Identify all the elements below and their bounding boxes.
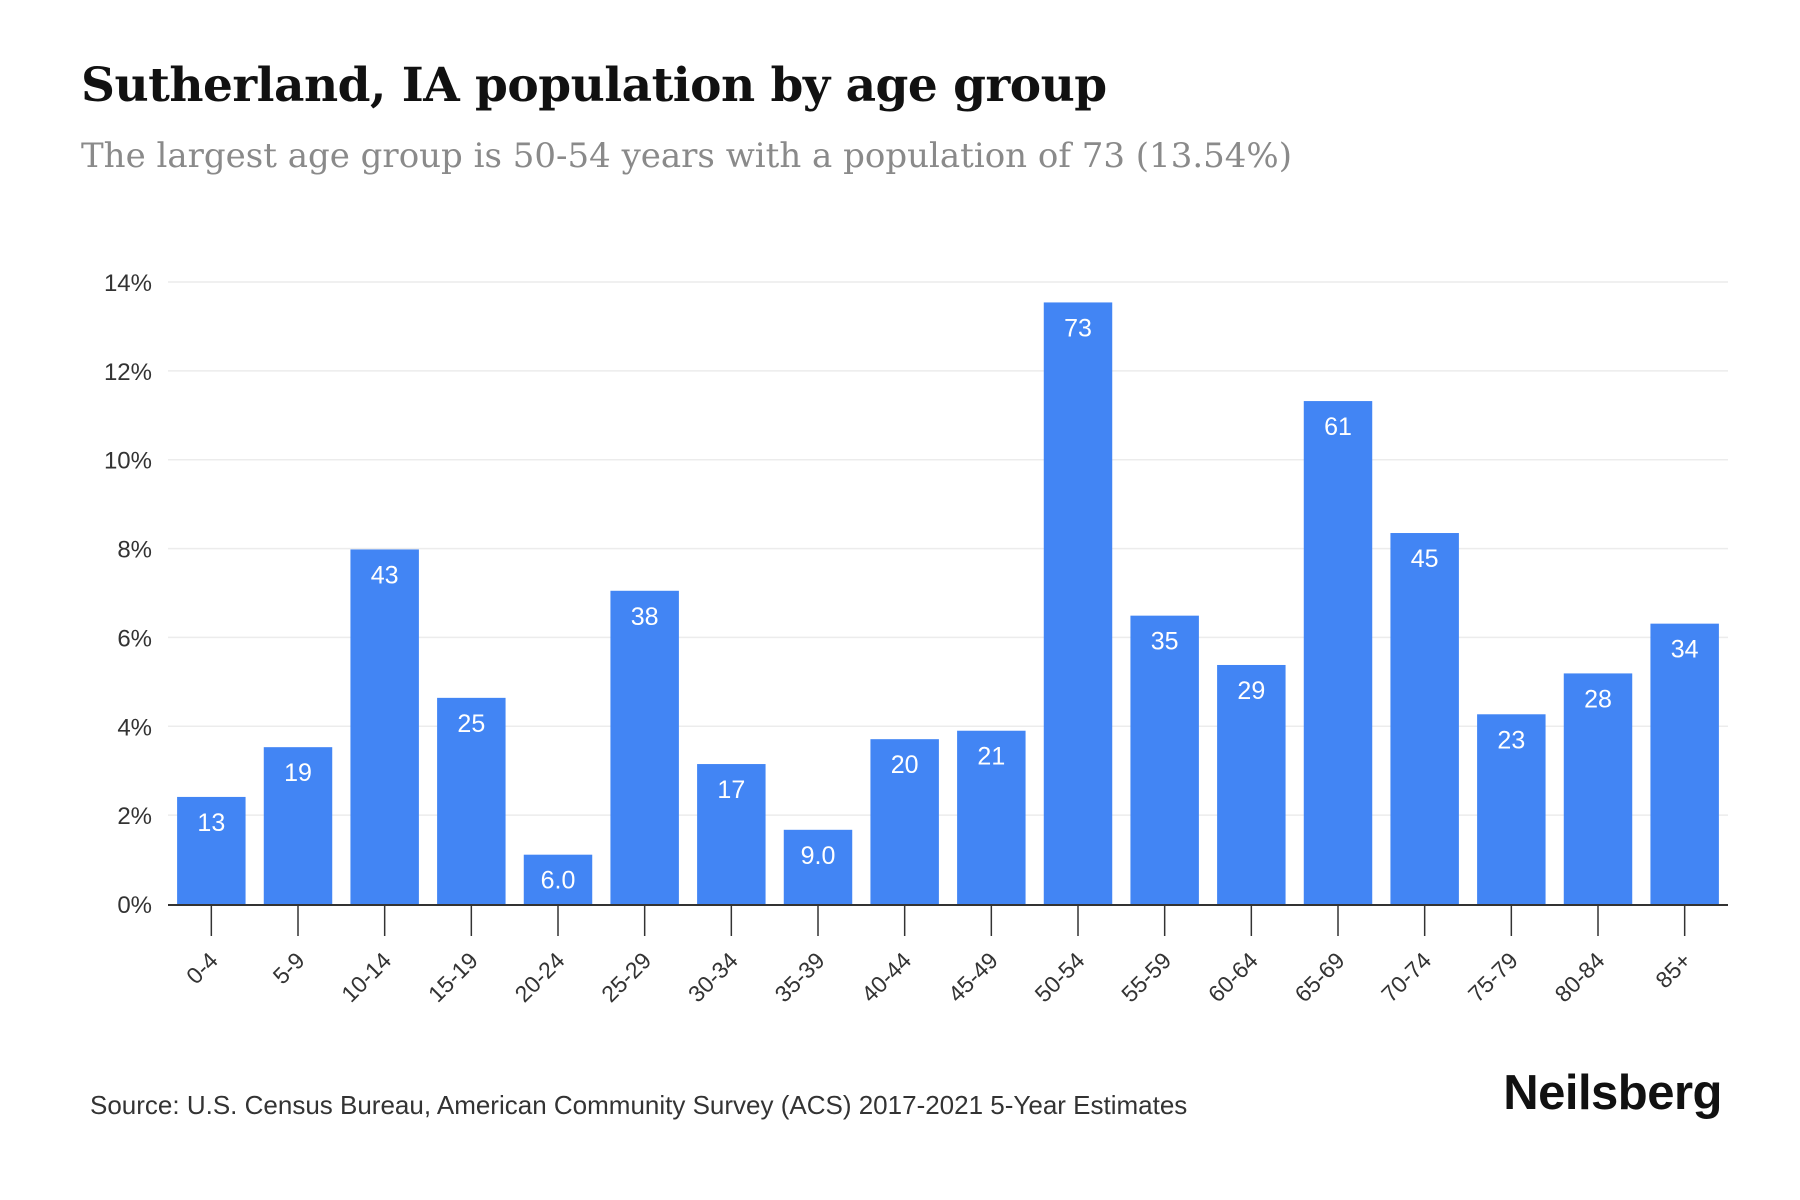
x-tick-label: 75-79 (1463, 947, 1523, 1007)
x-axis: 0-4 5-9 10-14 15-19 20-24 25-29 30-34 35-39 40-4… (168, 904, 1728, 1007)
x-tick-label: 0-4 (181, 947, 223, 989)
bar-80-84 (1563, 673, 1633, 904)
y-tick-label: 14% (104, 270, 152, 297)
y-tick-label: 0% (117, 892, 152, 919)
x-tick-label: 10-14 (336, 947, 396, 1007)
x-tick-label: 85+ (1650, 947, 1696, 993)
bar-30-34 (697, 764, 766, 904)
bar-0-4 (177, 796, 246, 904)
y-tick-label: 10% (104, 448, 152, 475)
brand-logo: Neilsberg (1503, 1066, 1722, 1120)
bar-value-label: 25 (457, 710, 485, 738)
y-tick-label: 12% (104, 359, 152, 386)
x-tick-label: 30-34 (683, 947, 743, 1007)
bar-75-79 (1477, 714, 1546, 904)
bar-5-9 (263, 747, 333, 904)
bar-70-74 (1390, 533, 1459, 904)
bar-60-64 (1217, 664, 1286, 904)
x-tick-label: 55-59 (1116, 947, 1176, 1007)
chart-title: Sutherland, IA population by age group (81, 58, 1107, 113)
x-tick-label: 25-29 (596, 947, 656, 1007)
bar-45-49 (957, 730, 1026, 904)
bar-20-24 (523, 854, 593, 904)
bar-value-label: 19 (284, 759, 312, 787)
bar-50-54 (1043, 302, 1113, 904)
gridlines (168, 281, 1728, 816)
bar-value-label: 45 (1411, 545, 1439, 573)
bar-85+ (1650, 623, 1719, 904)
y-tick-label: 8% (117, 537, 152, 564)
data-labels: 13 19 43 25 6.0 38 17 9.0 20 21 73 35 29 61 45 23 28 34 (197, 314, 1698, 894)
bar-55-59 (1130, 615, 1199, 904)
bar-40-44 (870, 739, 939, 904)
bars (177, 302, 1719, 904)
bar-value-label: 13 (197, 809, 225, 837)
bar-10-14 (350, 549, 419, 904)
bar-value-label: 17 (717, 776, 745, 804)
bar-65-69 (1303, 401, 1373, 904)
bar-25-29 (610, 590, 679, 904)
x-tick-label: 15-19 (423, 947, 483, 1007)
y-tick-label: 6% (117, 625, 152, 652)
bar-value-label: 34 (1671, 636, 1699, 664)
x-tick-label: 35-39 (770, 947, 830, 1007)
y-tick-label: 2% (117, 803, 152, 830)
bar-value-label: 21 (977, 743, 1005, 771)
bar-value-label: 28 (1584, 685, 1612, 713)
bar-value-label: 61 (1324, 413, 1352, 441)
bar-35-39 (783, 829, 853, 904)
x-tick-label: 50-54 (1030, 947, 1090, 1007)
bar-value-label: 38 (631, 603, 659, 631)
bar-value-label: 43 (371, 561, 399, 589)
bar-value-label: 20 (891, 751, 919, 779)
bar-value-label: 73 (1064, 314, 1092, 342)
chart-subtitle: The largest age group is 50-54 years wit… (81, 136, 1292, 176)
x-tick-label: 5-9 (268, 947, 310, 989)
x-tick-label: 70-74 (1376, 947, 1436, 1007)
source-note: Source: U.S. Census Bureau, American Com… (90, 1090, 1188, 1120)
bar-15-19 (437, 697, 506, 904)
x-tick-label: 60-64 (1203, 947, 1263, 1007)
bar-value-label: 6.0 (541, 867, 576, 895)
x-tick-label: 20-24 (510, 947, 570, 1007)
x-tick-label: 80-84 (1550, 947, 1610, 1007)
x-tick-label: 45-49 (943, 947, 1003, 1007)
x-tick-label: 65-69 (1290, 947, 1350, 1007)
y-axis-ticks: 0% 2% 4% 6% 8% 10% 12% 14% (104, 270, 152, 919)
bar-value-label: 23 (1497, 726, 1525, 754)
bar-value-label: 35 (1151, 628, 1179, 656)
bar-value-label: 29 (1237, 677, 1265, 705)
y-tick-label: 4% (117, 714, 152, 741)
bar-value-label: 9.0 (801, 842, 836, 870)
x-tick-label: 40-44 (856, 947, 916, 1007)
